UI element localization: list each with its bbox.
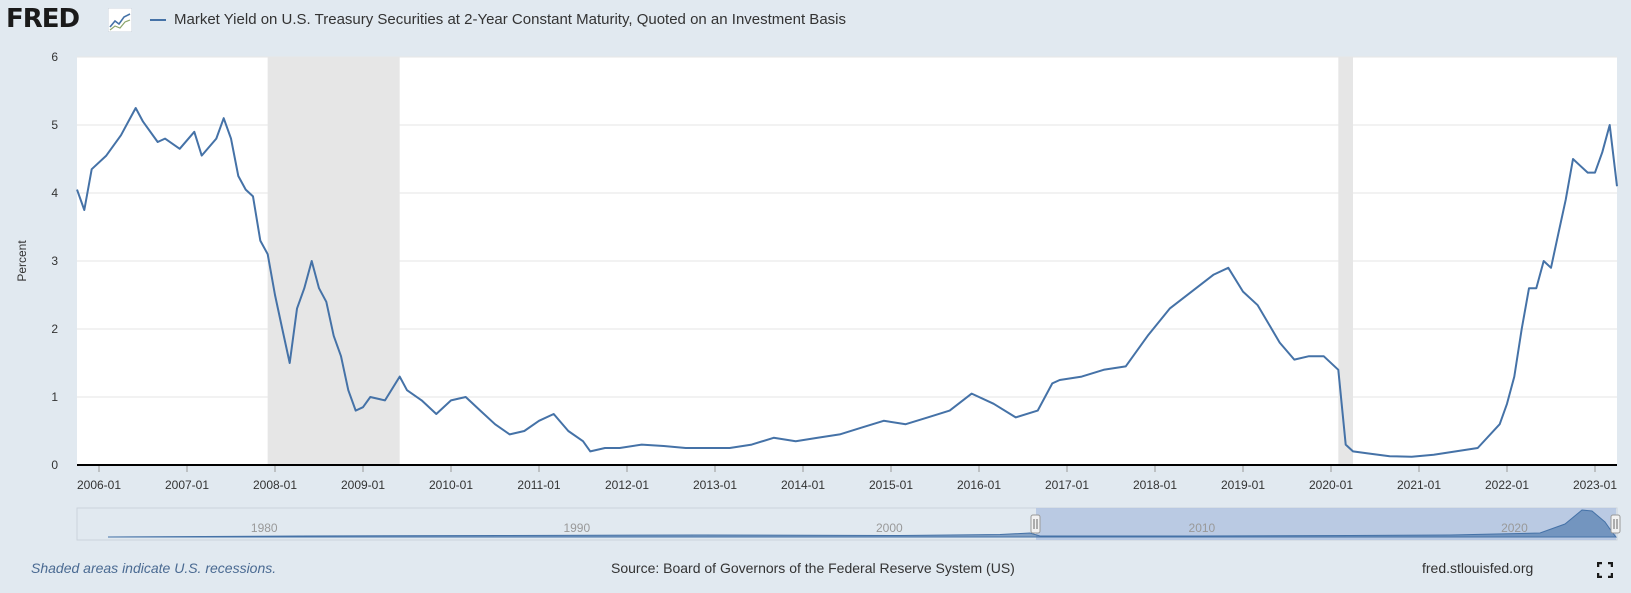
series-layer <box>76 107 1618 458</box>
y-tick-label-5: 5 <box>51 118 58 132</box>
series-title[interactable]: Market Yield on U.S. Treasury Securities… <box>174 11 846 28</box>
x-tick-label-2014-01: 2014-01 <box>781 478 825 492</box>
y-axis-ticks: 0 1 2 3 4 5 6 <box>51 50 58 472</box>
source-note[interactable]: Source: Board of Governors of the Federa… <box>611 560 1015 576</box>
x-tick-label-2020-01: 2020-01 <box>1309 478 1353 492</box>
series-line-0[interactable] <box>76 107 1618 458</box>
y-tick-label-3: 3 <box>51 254 58 268</box>
y-tick-label-4: 4 <box>51 186 58 200</box>
x-tick-label-2022-01: 2022-01 <box>1485 478 1529 492</box>
x-tick-label-2016-01: 2016-01 <box>957 478 1001 492</box>
x-tick-label-2015-01: 2015-01 <box>869 478 913 492</box>
navigator-label-2020: 2020 <box>1501 521 1528 535</box>
navigator-right-handle[interactable] <box>1610 514 1621 534</box>
navigator-label-2010: 2010 <box>1189 521 1216 535</box>
x-tick-label-2018-01: 2018-01 <box>1133 478 1177 492</box>
header: FRED Market Yield on U.S. Treasury Secur… <box>0 0 1631 40</box>
chart: 0 1 2 3 4 5 6 2006-01 2007-01 2008-01 2009-01 2010… <box>15 50 1621 541</box>
y-tick-label-0: 0 <box>51 458 58 472</box>
recession-note: Shaded areas indicate U.S. recessions. <box>31 560 277 576</box>
fred-logo[interactable]: FRED <box>6 4 80 34</box>
y-tick-label-1: 1 <box>51 390 58 404</box>
navigator-left-handle[interactable] <box>1030 514 1041 534</box>
site-link[interactable]: fred.stlouisfed.org <box>1422 560 1534 576</box>
x-tick-label-2019-01: 2019-01 <box>1221 478 1265 492</box>
x-tick-label-2011-01: 2011-01 <box>517 478 560 492</box>
x-tick-label-2023-01: 2023-01 <box>1573 478 1617 492</box>
legend-swatch <box>150 19 166 21</box>
navigator-series <box>107 509 1618 538</box>
fullscreen-icon[interactable] <box>1597 562 1613 578</box>
time-navigator[interactable]: 1980 1990 2000 2010 2020 <box>76 507 1621 541</box>
x-tick-label-2017-01: 2017-01 <box>1045 478 1089 492</box>
x-tick-label-2007-01: 2007-01 <box>165 478 209 492</box>
y-axis-label: Percent <box>15 240 29 282</box>
navigator-label-1990: 1990 <box>563 521 590 535</box>
navigator-label-1980: 1980 <box>251 521 278 535</box>
fred-chart-logo-icon <box>108 8 132 32</box>
y-tick-label-2: 2 <box>51 322 58 336</box>
x-axis-ticks: 2006-01 2007-01 2008-01 2009-01 2010-01 2011-… <box>77 465 1617 492</box>
x-tick-label-2006-01: 2006-01 <box>77 478 121 492</box>
gridlines <box>77 56 1617 398</box>
x-tick-label-2008-01: 2008-01 <box>253 478 297 492</box>
y-tick-label-6: 6 <box>51 50 58 64</box>
x-tick-label-2012-01: 2012-01 <box>605 478 649 492</box>
x-tick-label-2021-01: 2021-01 <box>1397 478 1441 492</box>
x-tick-label-2009-01: 2009-01 <box>341 478 385 492</box>
x-tick-label-2013-01: 2013-01 <box>693 478 737 492</box>
navigator-year-labels: 1980 1990 2000 2010 2020 <box>251 521 1528 535</box>
x-tick-label-2010-01: 2010-01 <box>429 478 473 492</box>
navigator-label-2000: 2000 <box>876 521 903 535</box>
